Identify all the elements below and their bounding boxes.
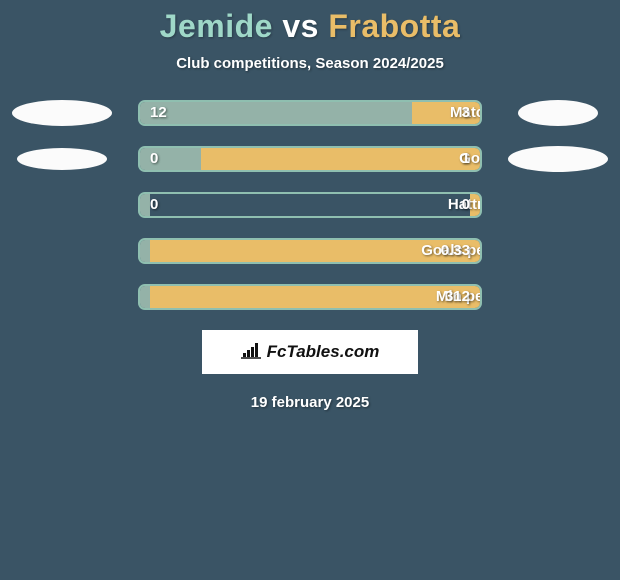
bar-fill-p1 bbox=[140, 240, 150, 262]
bar-fill-p1 bbox=[140, 194, 150, 216]
subtitle: Club competitions, Season 2024/2025 bbox=[0, 55, 620, 72]
stat-row: 0 Goals1 bbox=[0, 146, 620, 172]
stat-row: 12 Matches3 bbox=[0, 100, 620, 126]
stat-value-p1: 12 bbox=[150, 102, 167, 124]
stat-value-p2: 312 bbox=[445, 286, 470, 308]
attribution-logo[interactable]: FcTables.com bbox=[202, 330, 418, 374]
player1-name: Jemide bbox=[160, 8, 273, 44]
stat-label: Goals bbox=[310, 148, 482, 170]
stats-card: Jemide vs Frabotta Club competitions, Se… bbox=[0, 0, 620, 580]
stats-rows: 12Matches30Goals10Hattricks0Goals per ma… bbox=[0, 100, 620, 310]
stat-value-p1: 0 bbox=[150, 148, 158, 170]
stat-row: 0Hattricks0 bbox=[0, 192, 620, 218]
page-title: Jemide vs Frabotta bbox=[0, 8, 620, 45]
logo-text: FcTables.com bbox=[267, 342, 380, 362]
vs-text: vs bbox=[282, 8, 319, 44]
stat-label: Matches bbox=[310, 102, 482, 124]
stat-label: Hattricks bbox=[310, 194, 482, 216]
stat-row: Min per goal312 bbox=[0, 284, 620, 310]
stat-value-p2: 3 bbox=[462, 102, 470, 124]
bar-fill-p1 bbox=[140, 286, 150, 308]
stat-bar: 12 Matches3 bbox=[138, 100, 482, 126]
stat-value-p1: 0 bbox=[150, 194, 158, 216]
date: 19 february 2025 bbox=[0, 394, 620, 411]
player2-ellipse bbox=[518, 100, 598, 126]
stat-value-p2: 0.33 bbox=[441, 240, 470, 262]
stat-value-p2: 1 bbox=[462, 148, 470, 170]
player2-name: Frabotta bbox=[328, 8, 460, 44]
player1-ellipse bbox=[17, 148, 107, 170]
bar-chart-icon bbox=[241, 341, 263, 364]
player1-ellipse bbox=[12, 100, 112, 126]
stat-row: Goals per match0.33 bbox=[0, 238, 620, 264]
stat-value-p2: 0 bbox=[462, 194, 470, 216]
stat-bar: Min per goal312 bbox=[138, 284, 482, 310]
player2-ellipse bbox=[508, 146, 608, 172]
stat-bar: 0Hattricks0 bbox=[138, 192, 482, 218]
stat-bar: 0 Goals1 bbox=[138, 146, 482, 172]
stat-bar: Goals per match0.33 bbox=[138, 238, 482, 264]
